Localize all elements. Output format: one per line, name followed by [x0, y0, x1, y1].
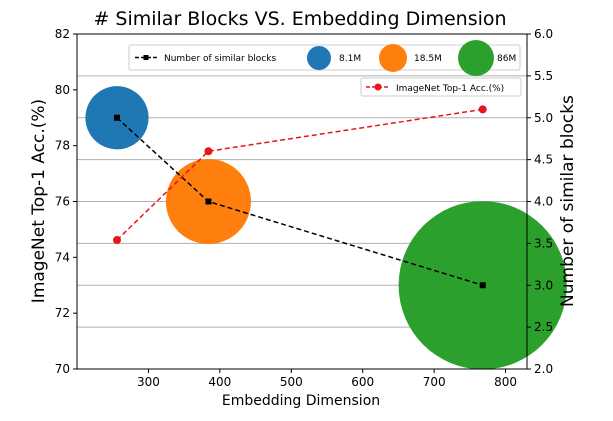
legend-marker-swatch — [143, 55, 149, 60]
left-tick-label: 72 — [55, 306, 70, 320]
right-tick-label: 4.0 — [534, 195, 553, 209]
legend-label: 86M — [497, 54, 516, 64]
left-tick-label: 80 — [55, 83, 70, 97]
series-line-1 — [116, 108, 483, 241]
right-axis-label: Number of similar blocks — [558, 95, 578, 307]
x-tick-label: 500 — [280, 375, 303, 389]
left-tick-label: 70 — [55, 362, 70, 376]
x-tick-label: 800 — [494, 375, 517, 389]
x-axis-label: Embedding Dimension — [222, 393, 380, 409]
right-tick-label: 6.0 — [534, 27, 553, 41]
right-tick-label: 3.5 — [534, 236, 553, 250]
legend-bubble-swatch — [307, 46, 331, 70]
x-tick-label: 300 — [137, 375, 160, 389]
left-tick-label: 82 — [55, 27, 70, 41]
legend-label: 8.1M — [339, 54, 361, 64]
legend-box — [360, 77, 522, 97]
series-point — [113, 236, 121, 245]
x-tick-label: 700 — [423, 375, 446, 389]
right-tick-label: 5.5 — [534, 69, 553, 83]
left-tick-label: 74 — [55, 250, 70, 264]
series-point — [479, 282, 486, 289]
legend-top: Number of similar blocks 8.1M 18.5M 86M — [128, 40, 521, 76]
x-tick-label: 600 — [351, 375, 374, 389]
legend-accuracy: ImageNet Top-1 Acc.(%) — [360, 77, 522, 97]
legend-label: 18.5M — [414, 54, 442, 64]
series-lines — [113, 105, 487, 289]
right-axis-ticks: 2.0 2.5 3.0 3.5 4.0 4.5 5.0 5.5 6.0 — [527, 27, 553, 376]
legend-bubble-swatch — [458, 40, 494, 76]
series-point — [205, 198, 212, 205]
left-tick-label: 76 — [55, 195, 70, 209]
x-axis-ticks: 300 400 500 600 700 800 — [137, 369, 517, 389]
series-point — [114, 114, 120, 121]
x-tick-label: 400 — [208, 375, 231, 389]
chart-title: # Similar Blocks VS. Embedding Dimension — [93, 8, 506, 30]
right-tick-label: 2.5 — [534, 320, 553, 334]
legend-label: Number of similar blocks — [164, 54, 276, 64]
legend-bubble-swatch — [379, 44, 407, 72]
legend-marker-swatch — [374, 83, 382, 91]
left-tick-label: 78 — [55, 139, 70, 153]
left-axis-ticks: 70 72 74 76 78 80 82 — [55, 27, 77, 376]
right-tick-label: 5.0 — [534, 111, 553, 125]
right-tick-label: 3.0 — [534, 278, 553, 292]
right-tick-label: 4.5 — [534, 153, 553, 167]
series-point — [478, 105, 487, 114]
legend-label: ImageNet Top-1 Acc.(%) — [396, 84, 504, 94]
right-tick-label: 2.0 — [534, 362, 553, 376]
series-point — [204, 147, 213, 156]
left-axis-label: ImageNet Top-1 Acc.(%) — [29, 99, 49, 303]
